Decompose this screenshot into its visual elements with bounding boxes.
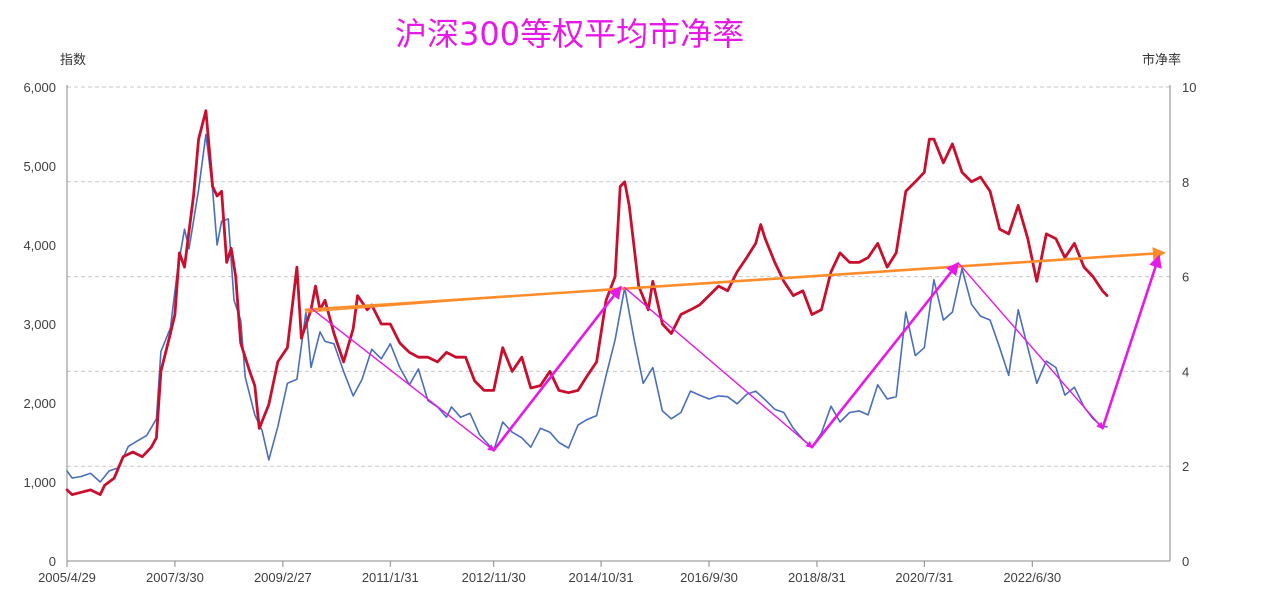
y-right-axis-title: 市净率 [1142, 52, 1181, 68]
y-left-tick-label: 0 [49, 554, 56, 569]
x-tick-label: 2020/7/31 [895, 570, 953, 585]
y-left-tick-label: 6,000 [23, 80, 56, 95]
y-right-tick-label: 10 [1182, 80, 1196, 95]
y-left-axis-title: 指数 [60, 53, 86, 68]
x-tick-label: 2005/4/29 [38, 570, 96, 585]
x-tick-label: 2016/9/30 [680, 570, 738, 585]
trend-arrow-magenta [310, 307, 495, 452]
x-tick-label: 2007/3/30 [146, 570, 204, 585]
y-right-tick-label: 2 [1182, 459, 1189, 474]
trend-arrow-magenta [958, 263, 1104, 430]
x-tick-label: 2012/11/30 [462, 570, 526, 585]
y-right-tick-label: 0 [1182, 554, 1189, 569]
y-left-tick-label: 3,000 [23, 317, 56, 332]
trend-lines [304, 247, 1166, 452]
y-right-tick-label: 8 [1182, 175, 1189, 190]
x-tick-label: 2011/1/31 [362, 570, 419, 585]
y-right-tick-label: 4 [1182, 364, 1189, 379]
series-layer [65, 109, 1109, 497]
y-left-tick-label: 4,000 [23, 238, 56, 253]
x-axis: 2005/4/29 2007/3/30 2009/2/27 2011/1/31 2012… [38, 85, 1171, 585]
trend-arrow-magenta [810, 261, 960, 449]
trend-arrow-magenta [1101, 254, 1162, 430]
x-tick-label: 2014/10/31 [569, 570, 634, 585]
y-right-tick-labels: 0 2 4 6 8 10 [1182, 80, 1196, 569]
y-left-tick-label: 2,000 [23, 396, 56, 411]
trend-arrow-magenta [623, 286, 813, 449]
y-left-tick-labels: 0 1,000 2,000 3,000 4,000 5,000 6,000 [23, 80, 56, 569]
index-line [66, 133, 1108, 483]
y-left-tick-label: 5,000 [23, 159, 56, 174]
x-tick-label: 2022/6/30 [1003, 570, 1061, 585]
y-left-tick-label: 1,000 [23, 475, 56, 490]
y-right-tick-label: 6 [1182, 270, 1189, 285]
trend-line-orange [305, 287, 626, 313]
x-tick-label: 2018/8/31 [788, 570, 846, 585]
trend-line-orange [304, 247, 1166, 312]
chart-title: 沪深300等权平均市净率 [395, 15, 744, 53]
pb-ratio-line [65, 109, 1109, 497]
trend-arrow-magenta [492, 285, 622, 452]
x-tick-label: 2009/2/27 [254, 570, 312, 585]
